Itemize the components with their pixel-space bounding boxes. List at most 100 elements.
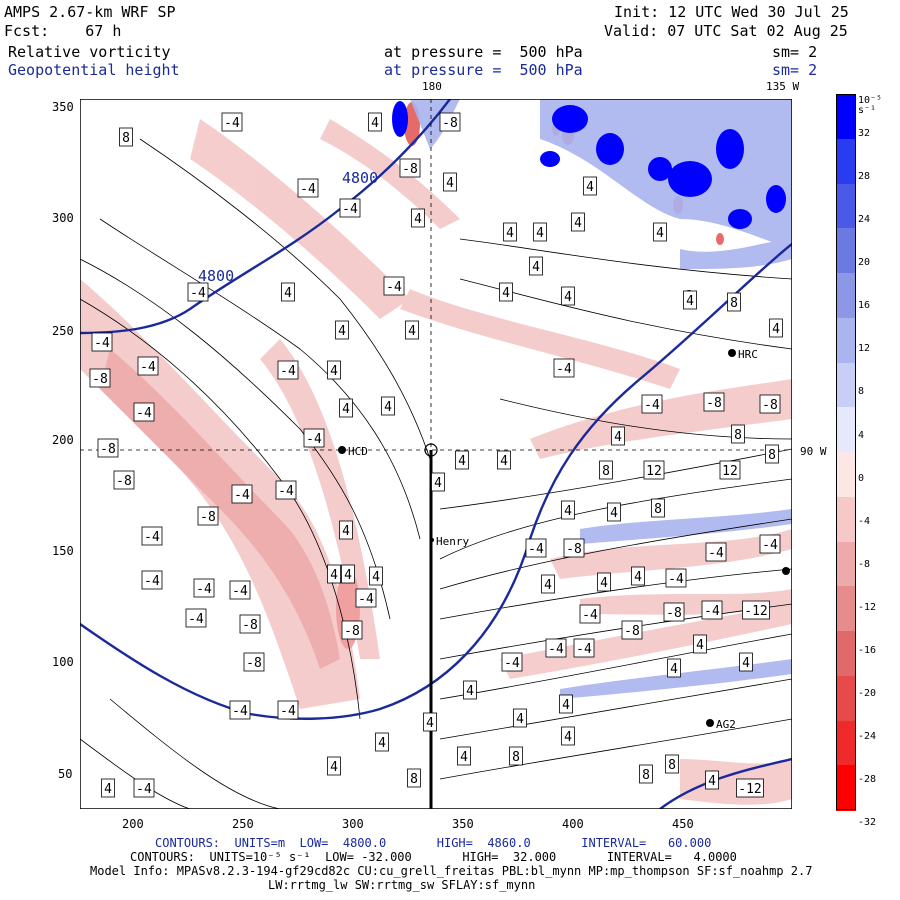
svg-text:-4: -4 xyxy=(582,608,598,623)
contour-value-label: 4 xyxy=(571,212,585,232)
contour-value-label: -4 xyxy=(641,394,663,414)
svg-text:4: 4 xyxy=(536,226,544,241)
svg-text:4: 4 xyxy=(502,286,510,301)
svg-text:8: 8 xyxy=(730,296,738,311)
contour-value-label: 4 xyxy=(561,500,575,520)
svg-text:4: 4 xyxy=(696,638,704,653)
longitude-90w-label: 90 W xyxy=(800,445,827,458)
colorbar-segment xyxy=(836,362,856,408)
y-tick: 300 xyxy=(52,211,74,225)
svg-text:4: 4 xyxy=(330,364,338,379)
svg-text:-4: -4 xyxy=(556,362,572,377)
height-contour-info: CONTOURS: UNITS=m LOW= 4800.0 HIGH= 4860… xyxy=(155,836,712,850)
svg-text:4: 4 xyxy=(426,716,434,731)
contour-value-label: 8 xyxy=(599,460,613,480)
colorbar-tick-label: -28 xyxy=(858,774,877,786)
colorbar-segment xyxy=(836,138,856,184)
contour-value-label: 4 xyxy=(739,652,753,672)
colorbar-tick-label: -4 xyxy=(858,515,871,527)
svg-text:4: 4 xyxy=(564,290,572,305)
colorbar-tick-label: 16 xyxy=(858,300,871,312)
contour-value-label: -4 xyxy=(579,604,601,624)
station-henry-label: Henry xyxy=(436,535,469,548)
svg-text:8: 8 xyxy=(602,464,610,479)
contour-value-label: -4 xyxy=(133,402,155,422)
contour-value-label: 4 xyxy=(583,176,597,196)
svg-text:-4: -4 xyxy=(280,704,296,719)
svg-text:4: 4 xyxy=(610,506,618,521)
colorbar-segment xyxy=(836,452,856,498)
contour-value-label: -8 xyxy=(197,506,219,526)
colorbar-tick-label: 20 xyxy=(858,257,871,269)
contour-value-label: -8 xyxy=(563,538,585,558)
svg-text:4: 4 xyxy=(378,736,386,751)
svg-text:-4: -4 xyxy=(300,182,316,197)
svg-text:4: 4 xyxy=(330,760,338,775)
svg-text:4: 4 xyxy=(516,712,524,727)
contour-value-label: -12 xyxy=(742,600,770,620)
contour-value-label: -8 xyxy=(97,438,119,458)
valid-time: Valid: 07 UTC Sat 02 Aug 25 xyxy=(604,22,848,40)
svg-text:-4: -4 xyxy=(762,538,778,553)
station-henry-dot xyxy=(430,538,434,542)
contour-value-label: -4 xyxy=(383,276,405,296)
contour-value-label: -4 xyxy=(297,178,319,198)
svg-text:4: 4 xyxy=(446,176,454,191)
contour-value-label: 4 xyxy=(339,520,353,540)
contour-value-label: -4 xyxy=(277,360,299,380)
contour-value-label: -4 xyxy=(187,282,209,302)
contour-value-label: -4 xyxy=(221,112,243,132)
svg-text:-8: -8 xyxy=(246,656,262,671)
colorbar-tick-label: 28 xyxy=(858,171,871,183)
negative-vorticity-shading xyxy=(80,119,792,805)
init-time: Init: 12 UTC Wed 30 Jul 25 xyxy=(614,3,849,21)
svg-text:8: 8 xyxy=(734,428,742,443)
svg-text:-8: -8 xyxy=(242,618,258,633)
station-hrc-dot xyxy=(728,349,736,357)
contour-labels: 8 -4 4 -8 -8 4 -4 -4 4 4 4 4 4 4 4 4 4 4 -4 4 -4 8 4 4 4 -4 -8 -4 -4… xyxy=(89,112,783,798)
contour-value-label: 4 xyxy=(541,574,555,594)
contour-value-label: 4 xyxy=(463,680,477,700)
svg-text:-4: -4 xyxy=(234,488,250,503)
svg-text:-4: -4 xyxy=(232,704,248,719)
field-vorticity-label: Relative vorticity xyxy=(8,43,171,61)
colorbar-tick-label: -8 xyxy=(858,558,871,570)
height-label-4800-b: 4800 xyxy=(198,267,234,285)
contour-value-label: 4 xyxy=(561,726,575,746)
svg-text:-8: -8 xyxy=(624,624,640,639)
longitude-135w-label: 135 W xyxy=(766,80,800,93)
contour-value-label: 4 xyxy=(631,566,645,586)
contour-value-label: -4 xyxy=(701,600,723,620)
contour-value-label: -4 xyxy=(229,700,251,720)
svg-text:-8: -8 xyxy=(200,510,216,525)
contour-value-label: -4 xyxy=(665,568,687,588)
contour-value-label: -4 xyxy=(573,638,595,658)
contour-value-label: 4 xyxy=(375,732,389,752)
contour-value-label: -4 xyxy=(277,700,299,720)
colorbar-segment xyxy=(836,228,856,274)
colorbar-segment xyxy=(836,631,856,677)
station-ag2-label: AG2 xyxy=(716,718,736,731)
svg-text:4: 4 xyxy=(742,656,750,671)
svg-text:4: 4 xyxy=(532,260,540,275)
svg-text:4: 4 xyxy=(460,750,468,765)
contour-value-label: -4 xyxy=(339,198,361,218)
svg-text:4: 4 xyxy=(562,698,570,713)
contour-value-label: 8 xyxy=(119,127,133,147)
contour-value-label: 4 xyxy=(533,222,547,242)
contour-value-label: -8 xyxy=(239,614,261,634)
contour-value-label: 12 xyxy=(643,460,665,480)
strong-positive-vorticity xyxy=(392,101,786,229)
station-hcd-dot xyxy=(338,446,346,454)
pressure-level-2: at pressure = 500 hPa xyxy=(384,61,583,79)
svg-text:4: 4 xyxy=(434,476,442,491)
svg-text:4: 4 xyxy=(330,568,338,583)
y-tick: 50 xyxy=(58,767,73,781)
svg-text:4: 4 xyxy=(586,180,594,195)
contour-value-label: 4 xyxy=(281,282,295,302)
svg-text:4: 4 xyxy=(708,774,716,789)
contour-value-label: 4 xyxy=(327,756,341,776)
longitude-180-label: 180 xyxy=(422,80,442,93)
svg-text:-4: -4 xyxy=(136,782,152,797)
colorbar-segment xyxy=(836,407,856,453)
